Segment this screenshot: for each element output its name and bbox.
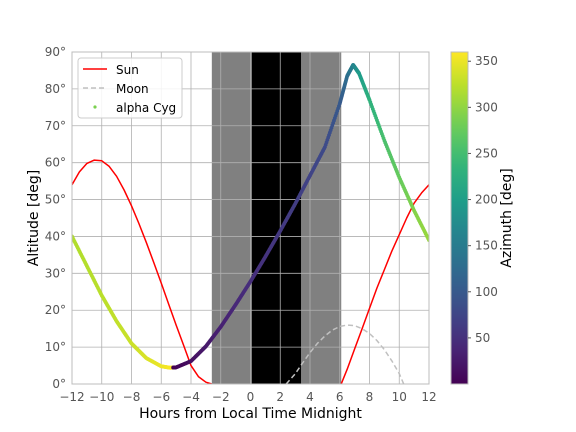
night-band xyxy=(251,52,302,384)
y-tick-label: 50° xyxy=(45,193,66,207)
twilight-band-1 xyxy=(211,52,252,384)
colorbar: 50 100 150 200 250 300 350 Azimuth [deg] xyxy=(450,51,515,385)
legend-box xyxy=(77,57,183,119)
x-tick-label: 8 xyxy=(366,390,374,404)
colorbar-tick-label: 300 xyxy=(475,100,498,114)
y-axis-label: Altitude [deg] xyxy=(26,170,42,266)
x-tick-label: −8 xyxy=(123,390,141,404)
series-group xyxy=(72,63,429,384)
y-tick-label: 80° xyxy=(45,82,66,96)
colorbar-gradient xyxy=(451,52,468,384)
x-tick-label: −4 xyxy=(182,390,200,404)
y-tick-label: 90° xyxy=(45,45,66,59)
y-tick-label: 60° xyxy=(45,156,66,170)
legend-alpha-cyg-swatch xyxy=(93,105,97,109)
x-axis-label: Hours from Local Time Midnight xyxy=(139,406,362,422)
moon-line xyxy=(285,324,405,384)
y-tick-label: 30° xyxy=(45,266,66,280)
x-tick-label: 4 xyxy=(306,390,314,404)
colorbar-tick-label: 200 xyxy=(475,193,498,207)
x-tick-label: −10 xyxy=(89,390,114,404)
x-tick-label: −12 xyxy=(59,390,84,404)
colorbar-tick-label: 250 xyxy=(475,146,498,160)
legend-label: alpha Cyg xyxy=(116,101,176,115)
y-tick-label: 40° xyxy=(45,229,66,243)
colorbar-tick-label: 100 xyxy=(475,285,498,299)
y-tick-label: 0° xyxy=(52,377,66,391)
colorbar-frame xyxy=(450,51,469,385)
y-tick-label: 10° xyxy=(45,340,66,354)
legend: Sun Moon alpha Cyg xyxy=(77,57,183,119)
x-tick-label: 12 xyxy=(421,390,436,404)
legend-label: Moon xyxy=(116,82,149,96)
axes-frame xyxy=(71,51,430,385)
colorbar-tick-label: 150 xyxy=(475,239,498,253)
plot-area: −12 −10 −8 −6 −4 −2 0 2 4 6 8 10 12 0° 10° 20° 30° 40° 50°… xyxy=(26,45,437,422)
x-tick-label: −6 xyxy=(152,390,170,404)
x-tick-label: 6 xyxy=(336,390,344,404)
x-tick-label: 2 xyxy=(276,390,284,404)
colorbar-label: Azimuth [deg] xyxy=(499,168,515,267)
x-tick-label: −2 xyxy=(212,390,230,404)
colorbar-tick-label: 50 xyxy=(475,331,490,345)
x-tick-label: 0 xyxy=(247,390,255,404)
y-tick-label: 70° xyxy=(45,119,66,133)
sun-line xyxy=(340,184,429,384)
legend-label: Sun xyxy=(116,63,139,77)
twilight-band-2 xyxy=(301,52,342,384)
y-tick-label: 20° xyxy=(45,303,66,317)
x-tick-label: 10 xyxy=(392,390,407,404)
colorbar-tick-label: 350 xyxy=(475,54,498,68)
